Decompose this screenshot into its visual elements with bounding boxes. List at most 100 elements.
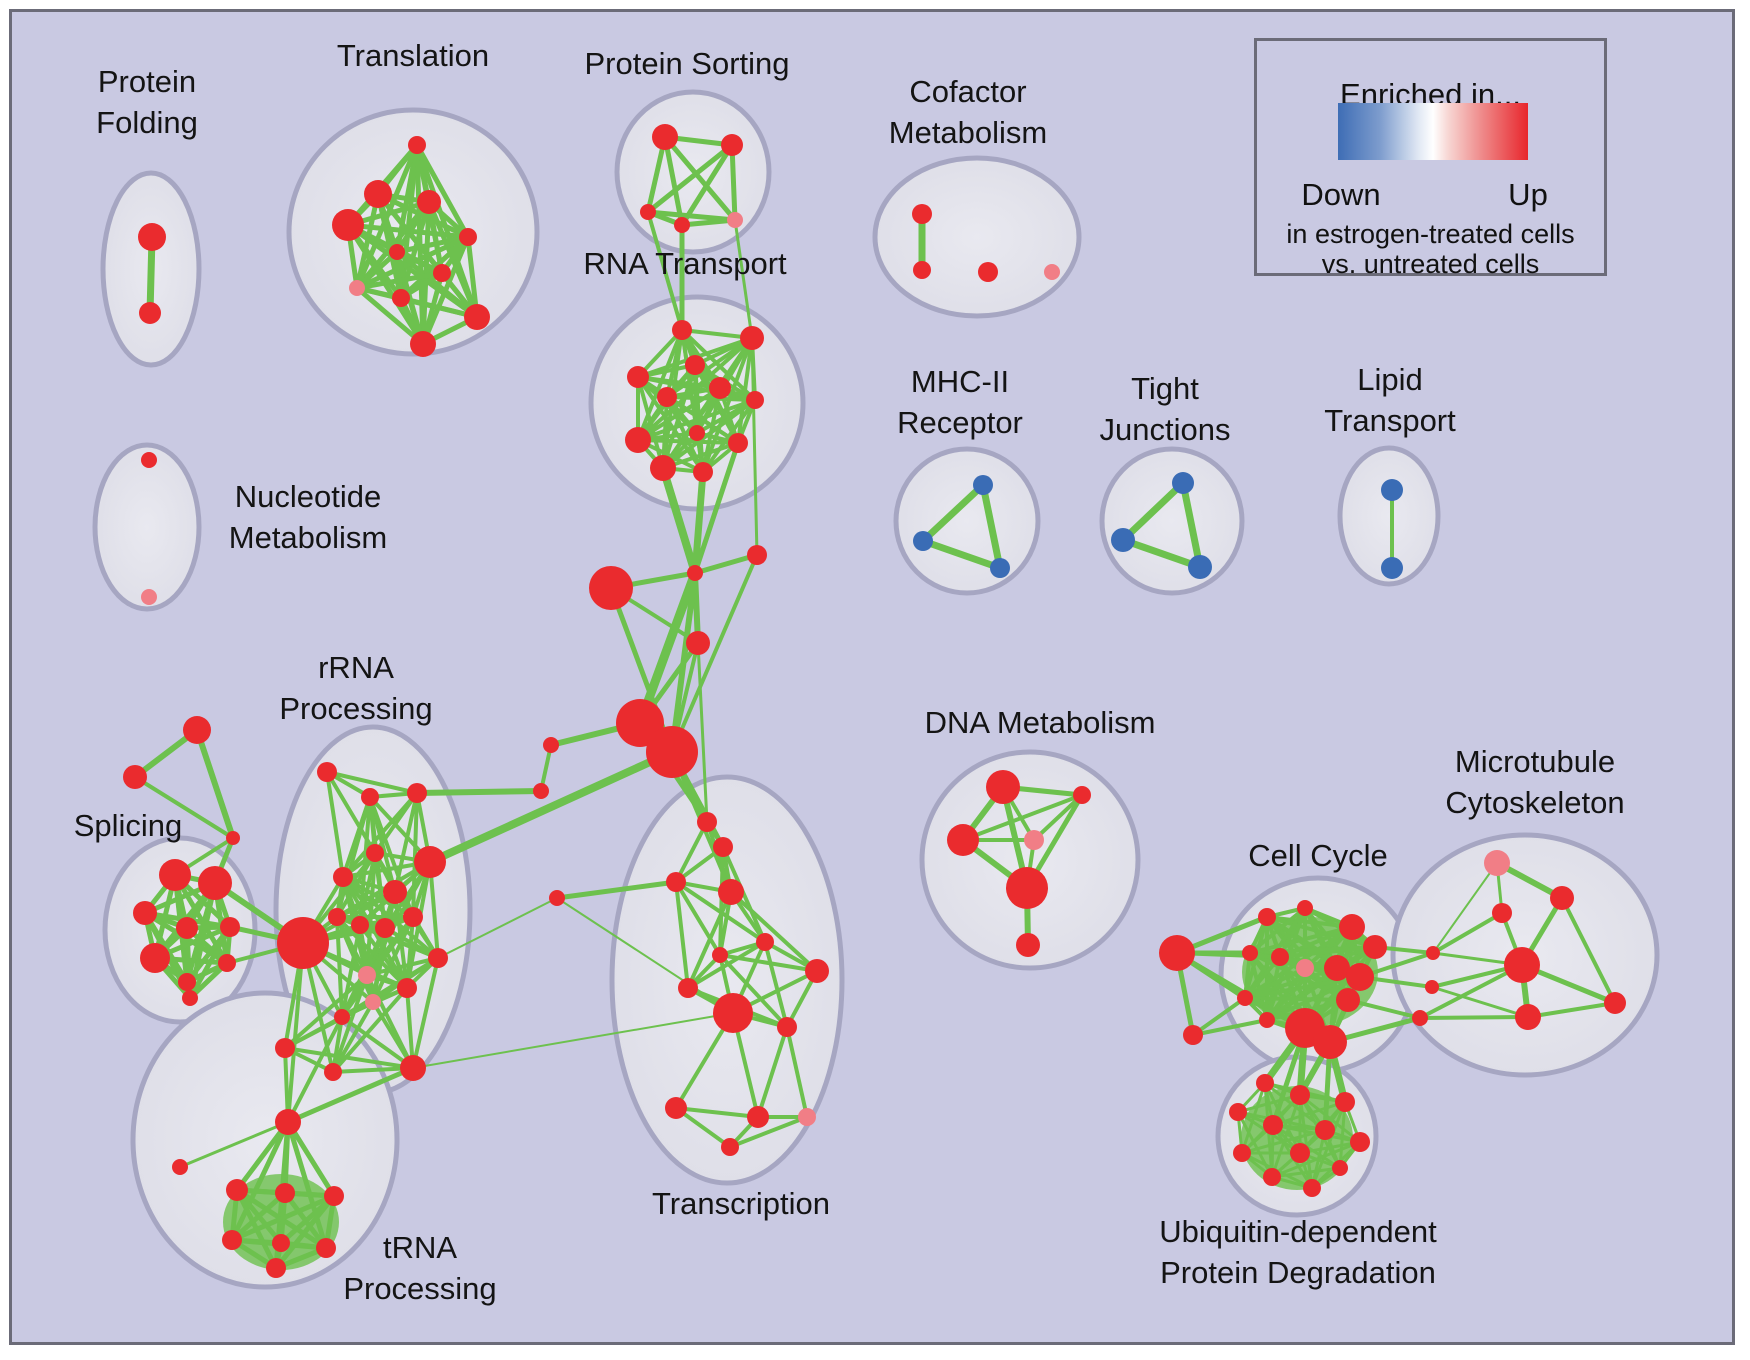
cluster-label-splicing: Splicing — [74, 808, 183, 843]
gene-set-node-m3 — [1412, 1010, 1428, 1026]
gene-set-node-rrna — [275, 1038, 295, 1058]
edge-rrna — [283, 1046, 415, 1070]
cluster-label-rrna: rRNA — [318, 650, 394, 685]
gene-set-node-cell_cycle — [1324, 955, 1350, 981]
edge-inter — [286, 1015, 344, 1124]
gene-set-node-ubiquitin — [1263, 1168, 1281, 1186]
edge-transcription — [686, 890, 733, 990]
edge-inter — [437, 897, 558, 959]
edge-inter — [691, 468, 707, 577]
edge-mhc — [919, 537, 1004, 572]
edge-translation — [398, 295, 480, 320]
edge-tight_junctions — [1119, 479, 1187, 544]
gene-set-node-dna — [986, 770, 1020, 804]
edge-inter — [733, 218, 754, 340]
edge-rrna — [411, 956, 440, 1070]
cluster-label-microtubule: Cytoskeleton — [1445, 785, 1624, 820]
gene-set-node-translation — [408, 136, 426, 154]
gene-set-node-mhc — [913, 531, 933, 551]
gene-set-node-rrna — [328, 908, 346, 926]
legend-gradient-bar — [1338, 103, 1528, 160]
gene-set-node-splicing — [178, 973, 196, 991]
edge-transcription — [763, 940, 789, 1029]
edge-inter — [1175, 951, 1307, 1030]
gene-set-node-rrna — [397, 978, 417, 998]
gene-set-node-t1 — [183, 716, 211, 744]
edge-cell_cycle — [1278, 945, 1377, 959]
cluster-label-nucleotide: Nucleotide — [235, 479, 381, 514]
edge-transcription — [674, 1106, 732, 1149]
gene-set-node-cell_cycle — [1271, 948, 1289, 966]
gene-set-node-translation — [389, 244, 405, 260]
edge-rrna — [365, 956, 440, 977]
edge-rna_transport — [636, 375, 757, 402]
edge-inter — [692, 440, 741, 576]
edge-inter — [1431, 911, 1504, 955]
edge-cell_cycle — [1243, 996, 1350, 1002]
edge-dna — [961, 793, 1084, 842]
gene-set-node-protein_sorting — [721, 134, 743, 156]
gene-set-node-lipid_transport — [1381, 479, 1403, 501]
gene-set-node-ubiquitin — [1315, 1120, 1335, 1140]
gene-set-node-trna — [222, 1230, 242, 1250]
edge-transcription — [674, 880, 722, 957]
edge-mhc — [979, 481, 1004, 572]
gene-set-node-cofactor — [912, 204, 932, 224]
edge-inter — [285, 1065, 416, 1125]
gene-set-node-splicing — [159, 859, 191, 891]
gene-set-node-transcription — [678, 978, 698, 998]
gene-set-node-microtubule — [1515, 1004, 1541, 1030]
cluster-label-protein_sorting: Protein Sorting — [584, 46, 789, 81]
edge-rrna — [325, 770, 419, 795]
cluster-label-protein_folding: Protein — [98, 64, 196, 99]
gene-set-node-s6 — [646, 726, 698, 778]
edge-ubiquitin — [1263, 1081, 1302, 1155]
gene-set-node-rrna — [428, 948, 448, 968]
gene-set-node-dna — [947, 824, 979, 856]
edge-inter — [1418, 963, 1524, 1020]
edge-rna_transport — [701, 398, 757, 474]
edge-inter — [178, 1120, 290, 1169]
edge-transcription — [721, 845, 767, 944]
gene-set-node-rna_transport — [728, 433, 748, 453]
gene-set-node-splicing — [182, 990, 198, 1006]
gene-set-node-m2 — [1425, 980, 1439, 994]
edge-inter — [659, 464, 699, 577]
edge-transcription — [674, 820, 709, 884]
gene-set-node-microtubule — [1504, 947, 1540, 983]
gene-set-node-transcription — [721, 1138, 739, 1156]
gene-set-node-s3 — [589, 566, 633, 610]
cluster-label-cofactor: Cofactor — [909, 74, 1026, 109]
cluster-label-trna: Processing — [343, 1271, 496, 1306]
cluster-ellipse-mhc — [893, 446, 1041, 596]
gene-set-node-protein_sorting — [727, 212, 743, 228]
gene-set-node-tight_junctions — [1111, 528, 1135, 552]
gene-set-node-transcription — [718, 879, 744, 905]
gene-set-node-rrna — [333, 867, 353, 887]
edge-protein_sorting — [679, 142, 735, 228]
edge-transcription — [686, 940, 767, 990]
gene-set-node-c2 — [1183, 1025, 1203, 1045]
gene-set-node-transcription — [777, 1017, 797, 1037]
cluster-label-lipid_transport: Lipid — [1357, 362, 1423, 397]
edge-inter — [1191, 996, 1247, 1037]
gene-set-node-cell_cycle — [1363, 935, 1387, 959]
cluster-ellipse-cofactor — [872, 155, 1082, 319]
gene-set-node-rna_transport — [709, 377, 731, 399]
gene-set-node-m1 — [1426, 946, 1440, 960]
gene-set-node-rrna — [365, 994, 381, 1010]
gene-set-node-c1 — [1159, 935, 1195, 971]
edge-dna — [1032, 793, 1084, 842]
edge-ubiquitin — [1270, 1093, 1302, 1179]
gene-set-node-splicing — [140, 943, 170, 973]
gene-set-node-translation — [417, 190, 441, 214]
edge-translation — [354, 199, 432, 291]
edge-rna_transport — [636, 375, 705, 474]
edge-transcription — [728, 1115, 809, 1149]
gene-set-node-s9 — [549, 890, 565, 906]
gene-set-node-tight_junctions — [1188, 555, 1212, 579]
legend-subtitle-line2: vs. untreated cells — [1321, 249, 1540, 279]
edge-rrna — [393, 791, 419, 894]
edge-trna — [285, 1119, 329, 1251]
gene-set-node-protein_sorting — [674, 217, 690, 233]
